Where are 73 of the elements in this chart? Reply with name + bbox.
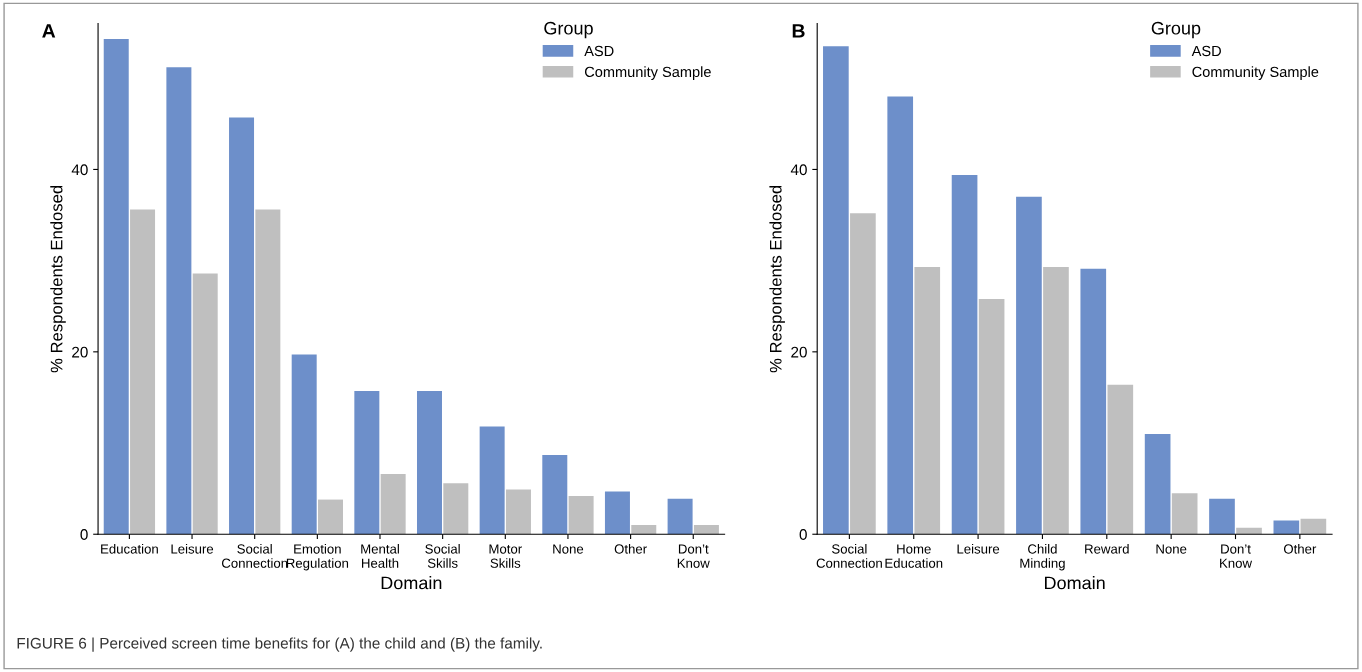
legend-label: ASD — [1191, 45, 1221, 57]
x-tick-label: Don’t Know — [1220, 544, 1253, 568]
bar — [914, 267, 941, 535]
bar — [354, 391, 380, 535]
x-axis-title: Domain — [1044, 576, 1105, 590]
x-tick-label: Other — [614, 543, 647, 554]
legend-title: Group — [544, 21, 593, 39]
bar — [1107, 384, 1134, 535]
bar — [416, 391, 442, 535]
x-tick-label: Social Skills — [425, 543, 460, 568]
bar — [229, 117, 255, 535]
bar — [479, 426, 505, 535]
bar — [604, 491, 630, 535]
bar — [693, 525, 719, 535]
bar — [978, 298, 1005, 535]
x-tick-label: Education — [101, 543, 158, 554]
x-tick-label: None — [1156, 544, 1187, 554]
bar — [380, 474, 406, 535]
x-tick-label: Don’t Know — [677, 544, 710, 568]
bar — [1300, 518, 1327, 535]
bar — [1273, 520, 1300, 535]
bar — [192, 273, 218, 535]
bar — [542, 454, 568, 535]
x-tick-label: Motor Skills — [489, 544, 522, 568]
x-tick-label: Leisure — [171, 543, 214, 554]
bar — [951, 174, 978, 535]
y-tick-label: 0 — [799, 529, 807, 540]
bar — [318, 499, 343, 535]
bar — [255, 209, 281, 535]
legend-label: ASD — [584, 45, 614, 57]
bar — [887, 96, 914, 535]
bar — [667, 498, 693, 535]
legend-title: Group — [1151, 21, 1201, 39]
bar — [823, 46, 849, 535]
y-axis-title: % Respondents Endosed — [50, 185, 66, 373]
x-tick-label: Other — [1283, 543, 1317, 554]
bar — [130, 209, 156, 535]
legend-label: Community Sample — [1192, 66, 1319, 80]
bar — [1016, 196, 1042, 535]
x-tick-label: Child Minding — [1020, 543, 1065, 571]
bar — [631, 525, 657, 535]
bar — [1171, 493, 1198, 535]
chart-title: B — [792, 24, 805, 38]
caption: FIGURE 6 | Perceived screen time benefits for (A) the child and (B) the family. — [17, 637, 542, 652]
x-tick-label: Home Education — [885, 544, 943, 568]
y-tick-label: 0 — [80, 529, 88, 540]
bar — [443, 483, 469, 535]
x-tick-label: Leisure — [957, 543, 1000, 554]
x-tick-label: Reward — [1085, 543, 1129, 554]
bar — [505, 489, 531, 535]
bar — [1209, 498, 1235, 535]
legend-label: Community Sample — [584, 66, 711, 80]
x-tick-label: Social Connection — [221, 543, 288, 568]
y-tick-label: 20 — [791, 346, 807, 358]
bar — [1236, 527, 1262, 535]
bar — [291, 354, 317, 535]
bar — [1043, 267, 1069, 535]
bar — [1144, 433, 1171, 535]
y-tick-label: 40 — [790, 164, 807, 176]
x-tick-label: Emotion Regulation — [286, 543, 349, 571]
bar — [166, 67, 192, 535]
chart-title: A — [42, 24, 56, 38]
y-axis-title: % Respondents Endosed — [769, 185, 785, 373]
bar — [850, 213, 876, 535]
y-tick-label: 20 — [72, 346, 88, 358]
x-tick-label: Mental Health — [361, 543, 399, 568]
bar — [103, 39, 129, 535]
x-tick-label: None — [553, 544, 584, 554]
x-axis-title: Domain — [381, 576, 442, 590]
x-tick-label: Social Connection — [816, 543, 882, 568]
bar — [568, 495, 594, 535]
y-tick-label: 40 — [71, 164, 88, 176]
bar — [1080, 268, 1107, 535]
